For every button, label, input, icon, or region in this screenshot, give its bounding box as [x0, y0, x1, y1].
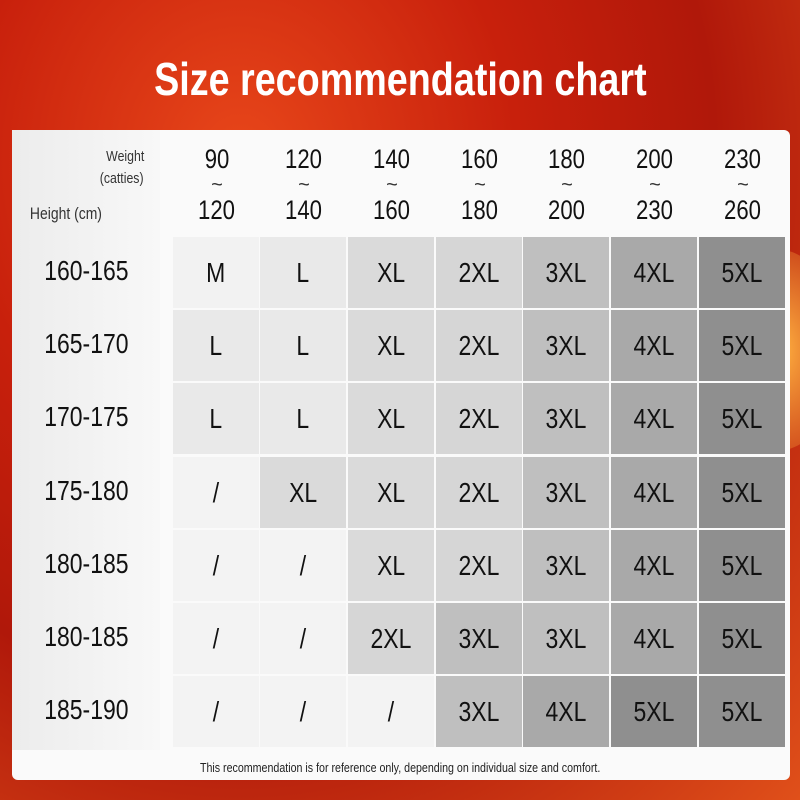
weight-range-header: 180 ~200 — [548, 144, 586, 225]
size-cell: 2XL — [348, 603, 434, 674]
height-range-label: 170-175 — [43, 401, 129, 432]
weight-range-header: 160 ~180 — [461, 144, 499, 225]
page-title: Size recommendation chart — [153, 53, 647, 105]
size-cell: 4XL — [611, 383, 697, 454]
size-cell: XL — [348, 530, 434, 601]
height-label: Height (cm) — [29, 204, 102, 223]
size-chart-table: Weight (catties) Height (cm) 90 ~120 120 ~1… — [12, 130, 790, 780]
size-cell: / — [348, 676, 434, 747]
size-cell: 3XL — [523, 237, 609, 308]
height-column — [12, 130, 160, 750]
height-range-label: 165-170 — [43, 328, 129, 359]
size-cell: 2XL — [436, 310, 522, 381]
size-cell: 2XL — [436, 457, 522, 528]
height-range-label: 185-190 — [43, 694, 129, 725]
size-cell: 3XL — [523, 530, 609, 601]
weight-range-header: 120 ~140 — [285, 144, 323, 225]
size-cell: 5XL — [699, 383, 785, 454]
size-cell: 5XL — [699, 603, 785, 674]
size-cell: 5XL — [611, 676, 697, 747]
weight-range-header: 90 ~120 — [198, 144, 236, 225]
size-cell: XL — [348, 457, 434, 528]
size-cell: XL — [348, 237, 434, 308]
size-cell: L — [260, 237, 346, 308]
size-cell: 3XL — [436, 603, 522, 674]
size-cell: / — [173, 603, 259, 674]
size-cell: / — [260, 603, 346, 674]
size-cell: 5XL — [699, 457, 785, 528]
size-cell: 3XL — [523, 310, 609, 381]
weight-range-header: 200 ~230 — [636, 144, 674, 225]
size-cell: 5XL — [699, 310, 785, 381]
size-cell: 4XL — [611, 237, 697, 308]
size-cell: 5XL — [699, 237, 785, 308]
weight-label: Weight (catties) — [99, 148, 144, 187]
weight-range-header: 230 ~260 — [724, 144, 762, 225]
size-cell: / — [260, 676, 346, 747]
size-cell: 2XL — [436, 383, 522, 454]
size-cell: / — [173, 676, 259, 747]
size-cell: 5XL — [699, 676, 785, 747]
size-cell: 4XL — [611, 310, 697, 381]
size-cell: XL — [348, 383, 434, 454]
size-cell: 3XL — [523, 383, 609, 454]
height-range-label: 180-185 — [43, 621, 129, 652]
size-cell: L — [173, 310, 259, 381]
height-range-label: 180-185 — [43, 548, 129, 579]
size-cell: 5XL — [699, 530, 785, 601]
size-cell: 4XL — [611, 530, 697, 601]
size-cell: / — [173, 530, 259, 601]
size-cell: 3XL — [523, 603, 609, 674]
size-cell: 2XL — [436, 530, 522, 601]
size-cell: / — [173, 457, 259, 528]
size-cell: XL — [348, 310, 434, 381]
size-cell: XL — [260, 457, 346, 528]
size-cell: M — [173, 237, 259, 308]
size-cell: / — [260, 530, 346, 601]
size-cell: 4XL — [523, 676, 609, 747]
size-cell: 3XL — [436, 676, 522, 747]
height-range-label: 160-165 — [43, 255, 129, 286]
size-cell: L — [260, 383, 346, 454]
size-cell: 4XL — [611, 603, 697, 674]
size-cell: 2XL — [436, 237, 522, 308]
size-cell: 4XL — [611, 457, 697, 528]
weight-range-header: 140 ~160 — [373, 144, 411, 225]
size-cell: L — [173, 383, 259, 454]
footnote: This recommendation is for reference onl… — [199, 760, 601, 775]
size-cell: 3XL — [523, 457, 609, 528]
size-cell: L — [260, 310, 346, 381]
height-range-label: 175-180 — [43, 475, 129, 506]
